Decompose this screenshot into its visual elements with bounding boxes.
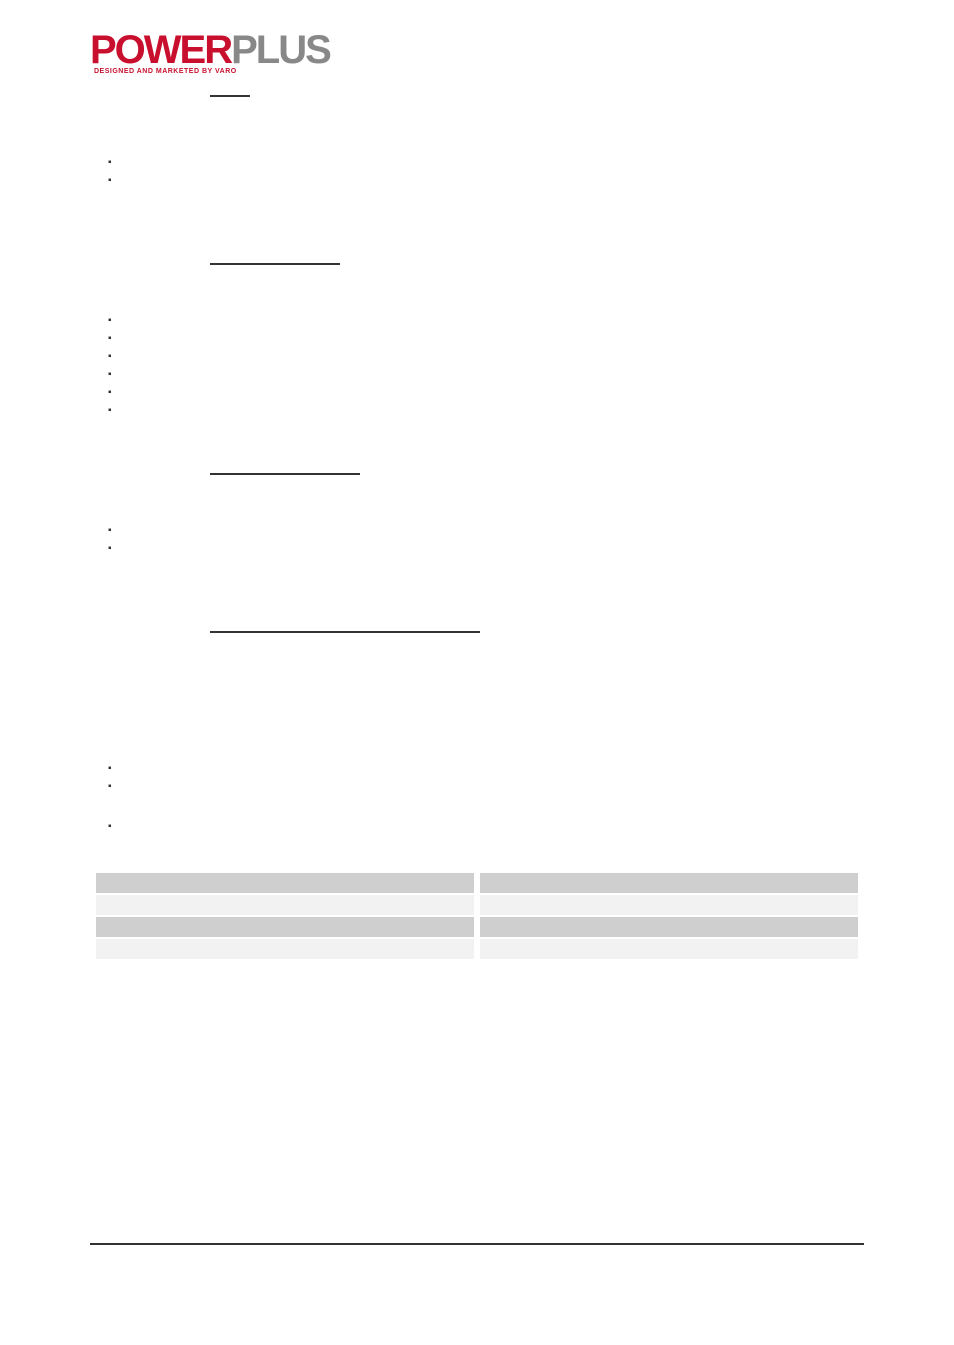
- spacer: [90, 423, 864, 473]
- list-item: [108, 157, 864, 173]
- table-cell: [96, 917, 474, 937]
- table-cell: [480, 939, 858, 959]
- logo-tagline: DESIGNED AND MARKETED BY VARO: [94, 68, 864, 75]
- table-cell: [96, 873, 474, 893]
- list-item: [108, 387, 864, 403]
- list-item: [108, 525, 864, 541]
- list-item: [108, 821, 864, 837]
- spacer: [90, 561, 864, 631]
- section-4-list: [108, 763, 864, 837]
- section-1-underline: [210, 95, 250, 97]
- list-item: [108, 543, 864, 559]
- table-cell: [480, 873, 858, 893]
- logo-word-power: POWER: [90, 30, 231, 70]
- section-3-list: [108, 525, 864, 559]
- table-row: [96, 873, 858, 893]
- list-item: [108, 781, 864, 797]
- table-cell: [96, 939, 474, 959]
- footer-divider: [90, 1243, 864, 1245]
- logo: POWERPLUS: [90, 30, 864, 70]
- table-cell: [480, 917, 858, 937]
- spacer: [90, 633, 864, 763]
- data-table: [90, 871, 864, 961]
- list-item: [108, 351, 864, 367]
- list-item: [108, 763, 864, 779]
- table-cell: [96, 895, 474, 915]
- table-row: [96, 917, 858, 937]
- table-row: [96, 895, 858, 915]
- spacer: [90, 193, 864, 263]
- spacer: [90, 475, 864, 525]
- list-item: [108, 405, 864, 421]
- list-item: [108, 369, 864, 385]
- table-row: [96, 939, 858, 959]
- section-1-list: [108, 157, 864, 191]
- spacer: [90, 265, 864, 315]
- logo-word-plus: PLUS: [231, 30, 330, 70]
- table-cell: [480, 895, 858, 915]
- logo-block: POWERPLUS DESIGNED AND MARKETED BY VARO: [90, 30, 864, 75]
- list-item: [108, 333, 864, 349]
- list-item: [108, 175, 864, 191]
- spacer: [90, 839, 864, 859]
- list-item: [108, 315, 864, 331]
- section-2-list: [108, 315, 864, 421]
